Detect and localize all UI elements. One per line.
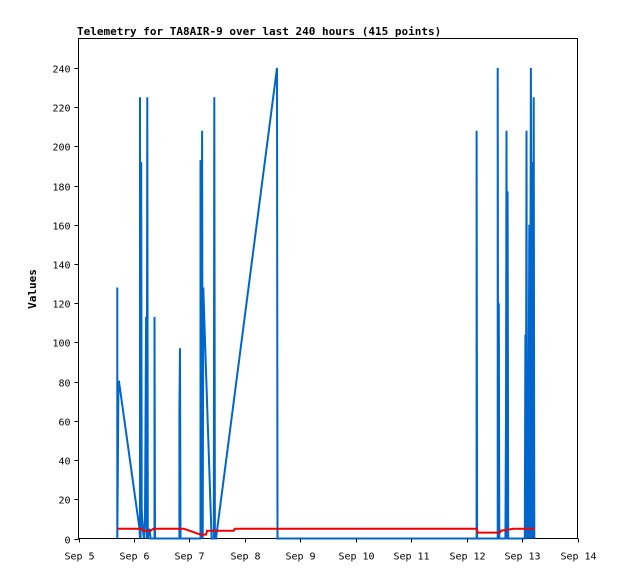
x-tick-label: Sep 8 <box>230 552 260 563</box>
y-tick-label: 100 <box>52 339 70 350</box>
x-tick-label: Sep 9 <box>285 552 315 563</box>
x-tick-label: Sep 10 <box>338 552 374 563</box>
y-tick-label: 160 <box>52 222 70 233</box>
x-axis-ticks: Sep 5 Sep 6 Sep 7 Sep 8 Sep 9 Sep 10 Sep 11 Sep… <box>64 538 597 563</box>
y-tick-label: 220 <box>52 104 70 115</box>
y-tick-label: 40 <box>58 457 70 468</box>
y-tick-label: 180 <box>52 183 70 194</box>
y-axis-ticks: 0 20 40 60 80 100 120 140 160 180 200 220 240 <box>52 65 79 547</box>
chart-title: Telemetry for TA8AIR-9 over last 240 hou… <box>77 25 441 38</box>
x-tick-label: Sep 6 <box>119 552 149 563</box>
x-tick-label: Sep 5 <box>64 552 94 563</box>
y-tick-label: 240 <box>52 65 70 76</box>
series-line-blue <box>116 67 536 540</box>
y-tick-label: 120 <box>52 300 70 311</box>
series-line-red <box>117 527 535 536</box>
plot-area-frame <box>78 38 578 539</box>
y-axis-label: Values <box>26 269 39 309</box>
x-tick-label: Sep 12 <box>449 552 485 563</box>
x-tick-label: Sep 14 <box>560 552 596 563</box>
y-tick-label: 0 <box>64 536 70 547</box>
y-tick-label: 140 <box>52 261 70 272</box>
x-tick-label: Sep 7 <box>174 552 204 563</box>
x-tick-label: Sep 13 <box>504 552 540 563</box>
y-tick-label: 20 <box>58 496 70 507</box>
y-tick-label: 200 <box>52 143 70 154</box>
x-tick-label: Sep 11 <box>393 552 429 563</box>
y-tick-label: 80 <box>58 379 70 390</box>
y-tick-label: 60 <box>58 418 70 429</box>
series-layer <box>116 67 536 540</box>
